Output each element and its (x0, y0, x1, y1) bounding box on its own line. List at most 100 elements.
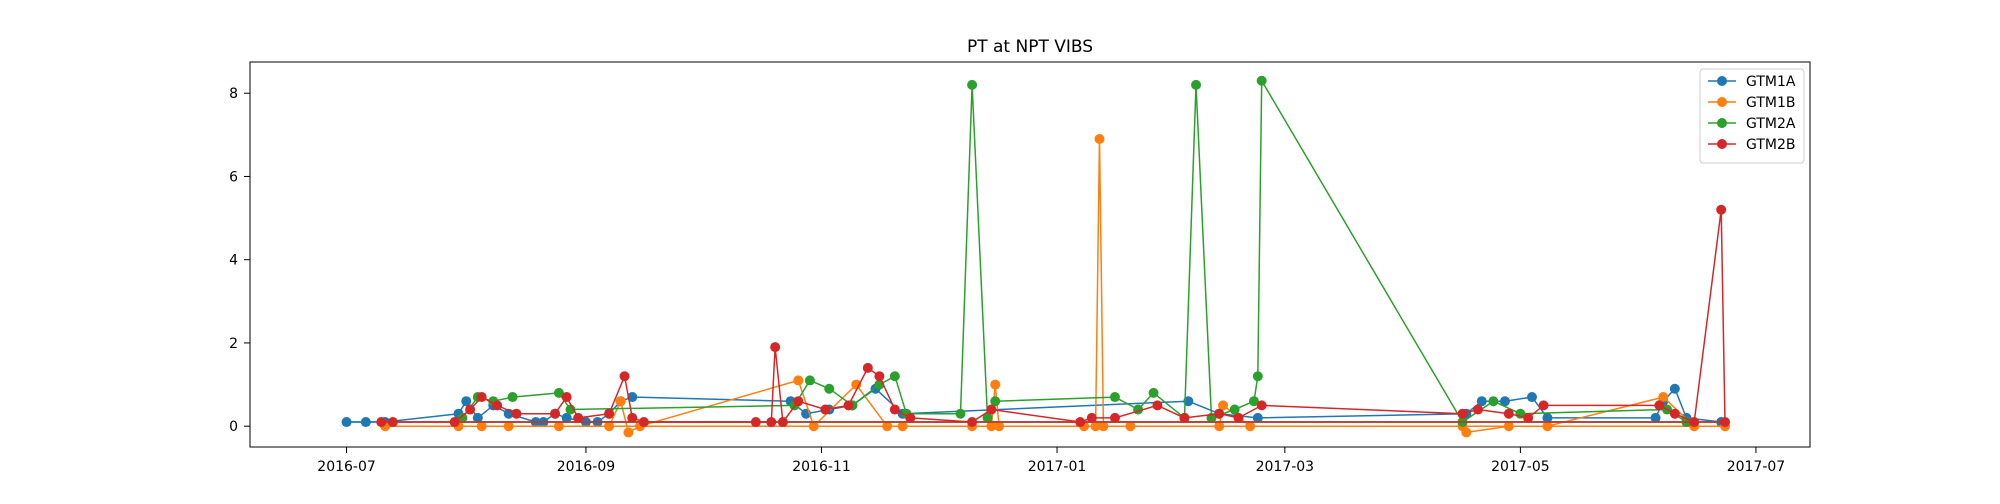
x-axis: 2016-07 2016-09 2016-11 2017-01 2017-03 2017-… (317, 447, 1785, 475)
data-point (1716, 204, 1727, 215)
data-point (604, 408, 615, 419)
data-point (1654, 400, 1665, 411)
legend: GTM1A GTM1B GTM2A GTM2B (1699, 68, 1805, 164)
y-axis: 0 2 4 6 8 (229, 86, 250, 435)
data-point (889, 371, 900, 382)
x-tick-label: 2017-01 (1028, 459, 1087, 475)
data-point (1148, 387, 1159, 398)
data-point (360, 417, 371, 428)
legend-marker (1717, 97, 1727, 107)
data-point (1248, 396, 1259, 407)
data-point (1472, 404, 1483, 415)
data-point (967, 79, 978, 90)
data-point (986, 404, 997, 415)
data-point (553, 387, 564, 398)
y-tick-label: 2 (229, 336, 238, 352)
data-point (1669, 383, 1680, 394)
data-point (472, 412, 483, 423)
series-gtm1a (341, 383, 1727, 428)
data-point (507, 392, 518, 403)
data-point (1125, 421, 1136, 432)
data-point (808, 421, 819, 432)
data-point (615, 396, 626, 407)
data-point (990, 379, 1001, 390)
data-point (793, 375, 804, 386)
data-point (553, 421, 564, 432)
data-point (1075, 417, 1086, 428)
data-point (777, 417, 788, 428)
data-point (1252, 371, 1263, 382)
data-point (889, 404, 900, 415)
data-point (604, 421, 615, 432)
data-point (1461, 427, 1472, 438)
data-point (986, 421, 997, 432)
data-point (476, 392, 487, 403)
data-point (1650, 412, 1661, 423)
data-point (511, 408, 522, 419)
legend-marker (1717, 76, 1727, 86)
data-point (1538, 400, 1549, 411)
data-point (1526, 392, 1537, 403)
series-line (381, 209, 1726, 423)
data-point (793, 396, 804, 407)
data-point (387, 417, 398, 428)
data-point (820, 404, 831, 415)
series-gtm2a (457, 75, 1726, 428)
data-point (882, 421, 893, 432)
data-point (1214, 408, 1225, 419)
data-point (561, 412, 572, 423)
data-point (476, 421, 487, 432)
data-point (376, 417, 387, 428)
data-point (561, 392, 572, 403)
data-point (1476, 396, 1487, 407)
x-tick-label: 2017-03 (1256, 459, 1315, 475)
data-point (750, 417, 761, 428)
data-point (1179, 412, 1190, 423)
data-point (1152, 400, 1163, 411)
data-point (1229, 404, 1240, 415)
data-point (770, 342, 781, 353)
plot-area-frame (249, 61, 1811, 448)
data-point (1523, 412, 1534, 423)
legend-box (1699, 68, 1805, 164)
data-point (1457, 408, 1468, 419)
data-point (1214, 421, 1225, 432)
legend-label: GTM2B (1746, 137, 1796, 153)
series-gtm1b (380, 134, 1731, 438)
data-point (627, 412, 638, 423)
data-point (990, 396, 1001, 407)
y-tick-label: 4 (229, 253, 238, 269)
data-point (619, 371, 630, 382)
data-point (1109, 392, 1120, 403)
data-point (1503, 421, 1514, 432)
data-point (862, 362, 873, 373)
chart-title: PT at NPT VIBS (967, 37, 1093, 57)
data-point (465, 404, 476, 415)
data-point (623, 427, 634, 438)
data-point (1233, 412, 1244, 423)
data-point (1109, 412, 1120, 423)
data-point (341, 417, 352, 428)
legend-marker (1717, 139, 1727, 149)
data-point (804, 375, 815, 386)
data-point (1689, 417, 1700, 428)
x-tick-label: 2016-07 (317, 459, 376, 475)
x-tick-label: 2017-07 (1727, 459, 1786, 475)
data-point (874, 371, 885, 382)
data-point (503, 421, 514, 432)
data-point (1503, 408, 1514, 419)
y-tick-label: 6 (229, 169, 238, 185)
data-point (627, 392, 638, 403)
series-line (461, 79, 1687, 423)
data-point (1094, 134, 1105, 144)
x-tick-label: 2017-05 (1491, 459, 1550, 475)
y-tick-label: 8 (229, 86, 238, 102)
data-point (824, 383, 835, 394)
data-point (1086, 412, 1097, 423)
data-point (1218, 400, 1229, 411)
data-point (1499, 396, 1510, 407)
data-point (1488, 396, 1499, 407)
data-point (1658, 392, 1669, 403)
